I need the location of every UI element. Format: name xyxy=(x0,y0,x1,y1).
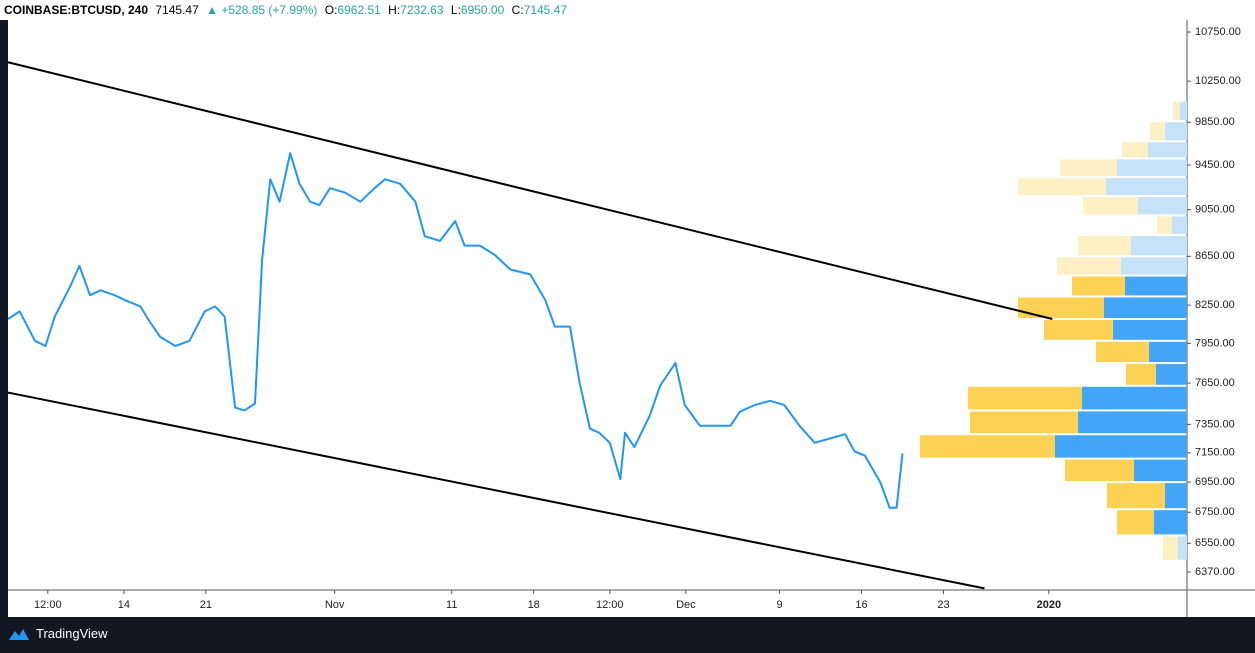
volume-up xyxy=(1055,435,1187,458)
volume-up xyxy=(1165,483,1187,509)
volume-down xyxy=(1122,142,1148,158)
volume-down xyxy=(1057,257,1121,275)
volume-down xyxy=(1078,236,1131,256)
volume-up xyxy=(1106,178,1187,196)
y-tick-label: 7350.00 xyxy=(1195,418,1235,430)
ohlc-o-label: O: xyxy=(324,3,338,17)
legend-bar: COINBASE:BTCUSD, 240 7145.47 ▲ +528.85 (… xyxy=(0,0,1255,20)
x-tick-label: 18 xyxy=(528,599,540,611)
x-tick-label: Nov xyxy=(325,599,345,611)
x-tick-label: Dec xyxy=(676,599,696,611)
volume-down xyxy=(1072,276,1125,296)
volume-up xyxy=(1172,216,1187,235)
volume-down xyxy=(1065,459,1134,482)
volume-up xyxy=(1134,459,1187,482)
volume-up xyxy=(1148,142,1187,158)
y-tick-label: 8650.00 xyxy=(1195,250,1235,262)
volume-up xyxy=(1113,320,1187,340)
change: ▲ +528.85 (+7.99%) xyxy=(206,3,318,17)
y-tick-label: 10750.00 xyxy=(1195,26,1241,38)
y-tick-label: 7650.00 xyxy=(1195,377,1235,389)
volume-up xyxy=(1104,297,1187,319)
brand[interactable]: TradingView xyxy=(8,626,108,641)
ohlc-c-label: C: xyxy=(511,3,524,17)
chart: 10750.00 10250.00 9850.00 9450.00 9050.00 865… xyxy=(7,20,1255,617)
x-tick-label: 12:00 xyxy=(596,599,624,611)
trend-line xyxy=(7,61,1053,320)
x-tick-label: 2020 xyxy=(1037,599,1061,611)
volume-up xyxy=(1078,411,1187,434)
volume-down xyxy=(1157,216,1172,235)
volume-down xyxy=(1060,159,1117,177)
volume-down xyxy=(1018,178,1106,196)
ohlc-h: 7232.63 xyxy=(400,3,444,17)
y-tick-label: 9850.00 xyxy=(1195,116,1235,128)
brand-logo xyxy=(9,628,29,640)
last-price: 7145.47 xyxy=(155,3,199,17)
volume-up xyxy=(1131,236,1187,256)
volume-down xyxy=(1173,101,1180,121)
ohlc-c: 7145.47 xyxy=(523,3,568,17)
symbol: COINBASE:BTCUSD, 240 xyxy=(4,3,149,17)
x-tick-label: 21 xyxy=(200,599,212,611)
y-tick-label: 8250.00 xyxy=(1195,299,1235,311)
volume-down xyxy=(968,386,1082,410)
volume-up xyxy=(1125,276,1187,296)
volume-up xyxy=(1165,122,1187,141)
volume-down xyxy=(1107,483,1165,509)
change-text: +528.85 (+7.99%) xyxy=(221,3,318,17)
x-tick-label: 16 xyxy=(855,599,867,611)
x-tick-label: 23 xyxy=(937,599,949,611)
volume-up xyxy=(1138,197,1187,215)
y-tick-label: 7950.00 xyxy=(1195,337,1235,349)
volume-up xyxy=(1178,536,1187,560)
y-tick-label: 10250.00 xyxy=(1195,75,1241,87)
volume-down xyxy=(920,435,1055,458)
y-tick-label: 6550.00 xyxy=(1195,537,1235,549)
volume-up xyxy=(1121,257,1187,275)
ohlc-l: 6950.00 xyxy=(460,3,505,17)
x-tick-label: 11 xyxy=(446,599,457,611)
volume-down xyxy=(970,411,1078,434)
brand-name: TradingView xyxy=(36,626,108,641)
volume-up xyxy=(1156,364,1187,385)
volume-up xyxy=(1154,510,1187,535)
y-tick-label: 6950.00 xyxy=(1195,476,1235,488)
volume-down xyxy=(1018,297,1104,319)
y-tick-label: 6750.00 xyxy=(1195,506,1235,518)
chart-background xyxy=(8,20,1255,617)
ohlc-o: 6962.51 xyxy=(337,3,381,17)
volume-down xyxy=(1150,122,1165,141)
y-tick-label: 6370.00 xyxy=(1195,566,1235,578)
y-tick-label: 7150.00 xyxy=(1195,447,1235,459)
x-tick-label: 12:00 xyxy=(34,599,62,611)
volume-up xyxy=(1082,386,1187,410)
volume-down xyxy=(1117,510,1154,535)
volume-up xyxy=(1180,101,1187,121)
x-tick-label: 9 xyxy=(776,599,782,611)
volume-down xyxy=(1044,320,1113,340)
ohlc-h-label: H: xyxy=(388,3,401,17)
volume-down xyxy=(1083,197,1138,215)
ohlc-l-label: L: xyxy=(450,3,461,17)
volume-down xyxy=(1163,536,1178,560)
trend-line xyxy=(7,391,985,590)
x-tick-label: 14 xyxy=(118,599,130,611)
volume-up xyxy=(1149,341,1187,363)
y-tick-label: 9450.00 xyxy=(1195,159,1235,171)
volume-down xyxy=(1096,341,1149,363)
volume-up xyxy=(1117,159,1187,177)
price-line xyxy=(7,152,904,509)
volume-down xyxy=(1126,364,1156,385)
y-tick-label: 9050.00 xyxy=(1195,204,1235,216)
